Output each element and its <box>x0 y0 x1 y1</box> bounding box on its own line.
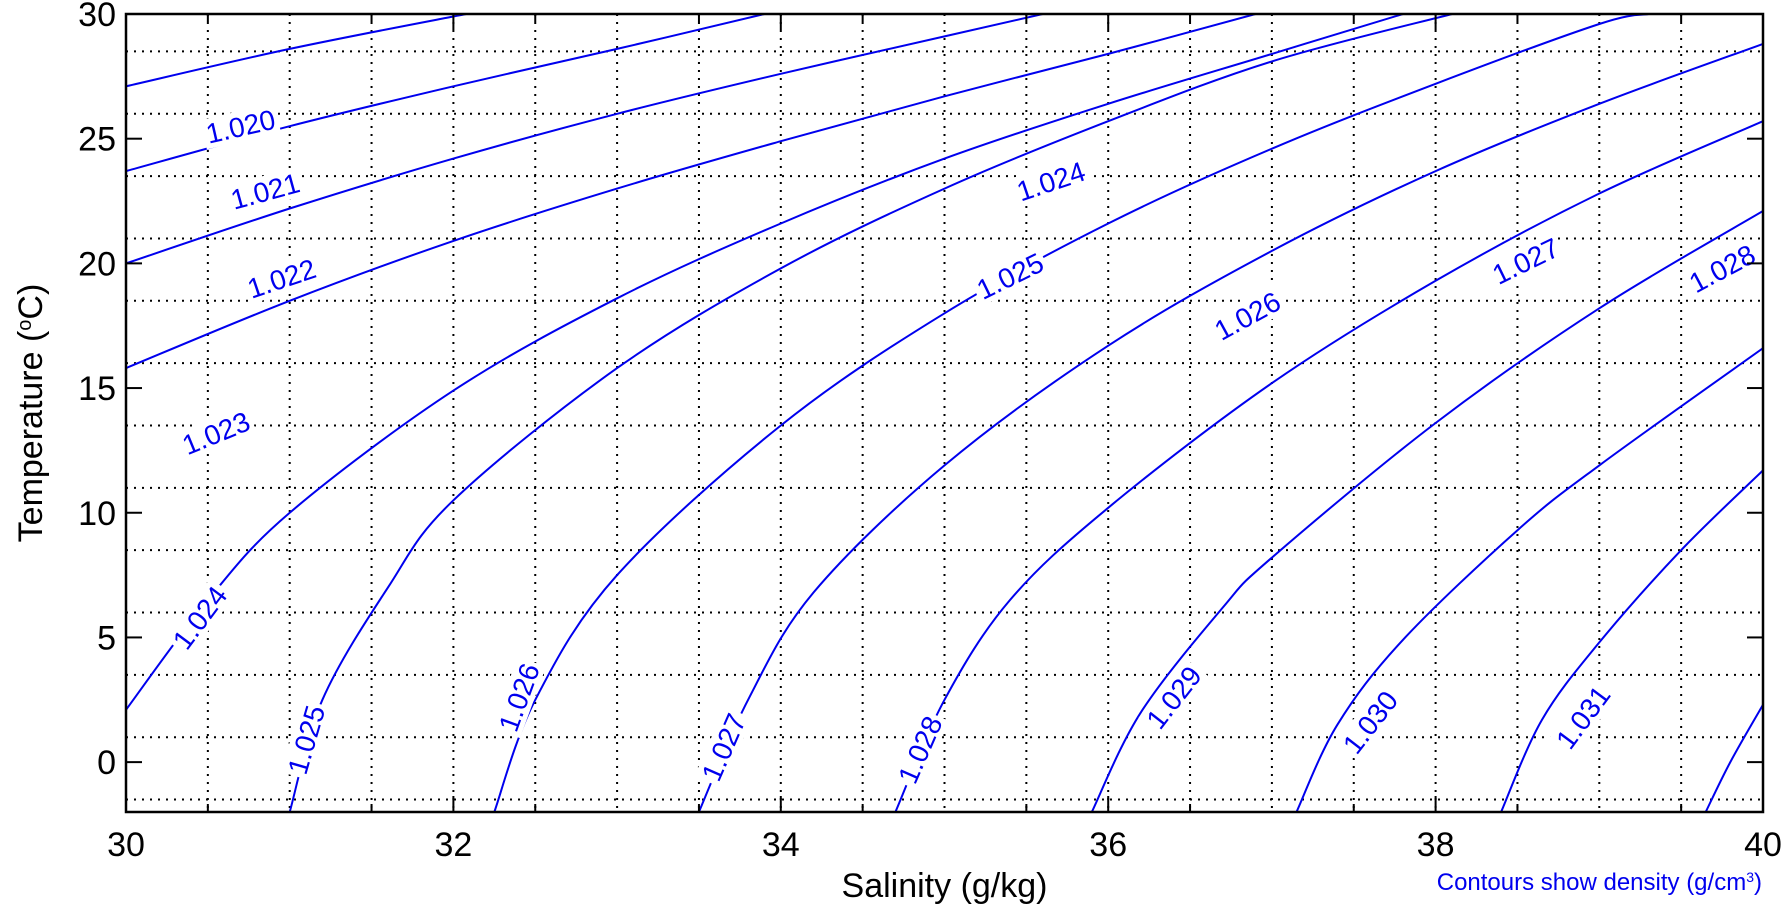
note-superscript: 3 <box>1746 869 1754 885</box>
tick-labels: 30 32 34 36 38 40 0 5 10 15 20 25 30 <box>78 0 1782 864</box>
contour-label: 1.028 <box>892 712 948 789</box>
contour-label-gap <box>1206 284 1288 348</box>
y-tick-label: 10 <box>78 495 116 533</box>
y-tick-label: 30 <box>78 0 116 34</box>
contour-label-gap <box>164 578 235 657</box>
contour-label-gap <box>281 699 332 781</box>
contour-label: 1.025 <box>972 247 1049 306</box>
contour-label-gap <box>491 656 546 739</box>
contour-line <box>493 14 1649 812</box>
contour-label-gap <box>890 708 949 791</box>
contour-label: 1.030 <box>1337 685 1404 759</box>
y-tick-label: 15 <box>78 370 116 408</box>
x-tick-label: 34 <box>762 826 800 864</box>
contour-label: 1.024 <box>167 580 234 655</box>
note-part: Contours show density (g/cm <box>1437 869 1746 896</box>
contour-label: 1.028 <box>1684 239 1760 299</box>
contour-label-gap <box>1681 237 1763 300</box>
contour-line <box>1500 469 1763 812</box>
plot-frame <box>124 12 1765 814</box>
contour-line <box>894 120 1763 812</box>
contour-label-gap <box>1335 682 1406 762</box>
contour-label-gap <box>240 252 323 305</box>
contour-labels: 1.0201.0211.0221.0231.0241.0241.0251.025… <box>164 103 1763 791</box>
contour-line <box>126 14 1404 711</box>
contour-label-gap <box>1548 677 1618 757</box>
x-tick-label: 30 <box>107 826 145 864</box>
contour-label: 1.027 <box>696 709 752 786</box>
contour-label: 1.026 <box>493 659 546 735</box>
x-tick-label: 40 <box>1744 826 1782 864</box>
contour-label-gap <box>1010 154 1092 208</box>
contour-line <box>1090 210 1763 812</box>
contour-line <box>1704 704 1763 812</box>
y-axis-title-part: Temperature ( <box>12 330 50 542</box>
x-tick-label: 38 <box>1417 826 1455 864</box>
y-tick-label: 25 <box>78 121 116 159</box>
contour-line <box>126 14 1256 370</box>
y-tick-label: 5 <box>97 619 116 657</box>
grid <box>126 14 1763 812</box>
contour-line <box>1295 347 1763 812</box>
axis-ticks <box>125 13 1764 812</box>
contour-line <box>126 14 473 88</box>
contour-line <box>126 14 765 173</box>
contour-label-gap <box>1138 658 1209 737</box>
contour-note: Contours show density (g/cm3) <box>1437 869 1762 896</box>
contour-label-gap <box>969 245 1051 306</box>
contour-line <box>288 14 1453 812</box>
x-tick-label: 32 <box>434 826 472 864</box>
contour-line <box>126 14 1043 265</box>
contour-label: 1.027 <box>1488 232 1565 291</box>
contour-label: 1.024 <box>1013 156 1089 208</box>
contour-label-gap <box>224 166 306 216</box>
contour-label-gap <box>1484 230 1567 292</box>
contour-label: 1.025 <box>282 702 331 778</box>
y-tick-label: 0 <box>97 744 116 782</box>
y-tick-label: 20 <box>78 245 116 283</box>
contour-label: 1.020 <box>203 104 278 150</box>
degree-superscript: o <box>14 320 36 331</box>
contour-label: 1.023 <box>178 406 255 461</box>
contour-label: 1.022 <box>244 253 320 305</box>
note-part: ) <box>1754 869 1762 896</box>
contour-label-gap <box>200 103 281 150</box>
contour-line <box>697 42 1763 812</box>
contour-lines <box>126 14 1763 812</box>
contour-label: 1.026 <box>1209 286 1285 347</box>
x-axis-title: Salinity (g/kg) <box>842 867 1048 905</box>
x-tick-label: 36 <box>1089 826 1127 864</box>
y-axis-title-part: C) <box>12 284 50 320</box>
contour-label-gap <box>694 706 753 789</box>
contour-label-gap <box>175 404 257 462</box>
y-axis-title: Temperature (oC) <box>12 284 50 543</box>
